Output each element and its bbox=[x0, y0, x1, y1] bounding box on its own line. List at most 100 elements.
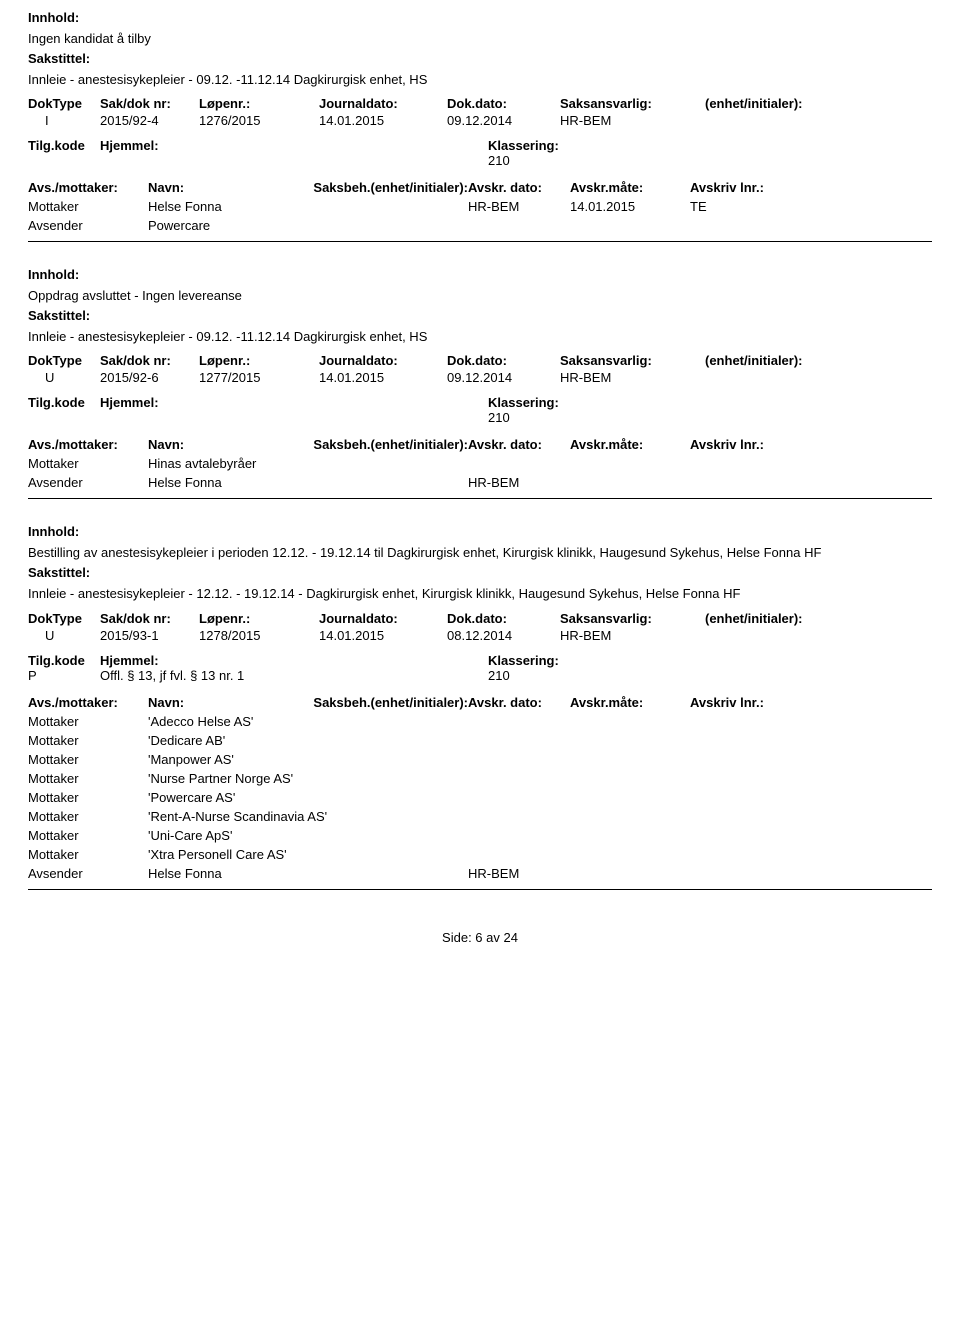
val-doktype: U bbox=[28, 628, 100, 643]
val-tilgkode bbox=[28, 410, 100, 425]
party-avskrmate bbox=[690, 752, 810, 767]
val-sakdok: 2015/92-4 bbox=[100, 113, 199, 128]
party-role: Avsender bbox=[28, 866, 148, 881]
party-name: Powercare bbox=[148, 218, 468, 233]
hdr-sakdok: Sak/dok nr: bbox=[100, 96, 199, 111]
party-avskrmate bbox=[690, 475, 810, 490]
hdr-saksbeh: Saksbeh.(enhet/initialer): bbox=[216, 695, 468, 710]
party-row: Mottaker 'Dedicare AB' bbox=[28, 733, 932, 748]
party-avskrdato bbox=[570, 790, 690, 805]
hjemmel-data: P Offl. § 13, jf fvl. § 13 nr. 1 210 bbox=[28, 668, 932, 683]
party-avskrmate bbox=[690, 866, 810, 881]
party-row: Mottaker 'Manpower AS' bbox=[28, 752, 932, 767]
val-journaldato: 14.01.2015 bbox=[319, 113, 447, 128]
val-tilgkode bbox=[28, 153, 100, 168]
party-saksbeh: HR-BEM bbox=[468, 199, 570, 214]
party-role: Avsender bbox=[28, 218, 148, 233]
hdr-avskrivlnr: Avskriv lnr.: bbox=[690, 695, 810, 710]
hdr-lopenr: Løpenr.: bbox=[199, 611, 319, 626]
page-indicator: Side: 6 av 24 bbox=[442, 930, 518, 945]
party-role: Mottaker bbox=[28, 847, 148, 862]
party-avskrmate bbox=[690, 847, 810, 862]
party-saksbeh bbox=[468, 771, 570, 786]
party-saksbeh bbox=[468, 809, 570, 824]
innhold-label: Innhold: bbox=[28, 9, 932, 27]
hdr-dokdato: Dok.dato: bbox=[447, 96, 560, 111]
page-footer: Side: 6 av 24 bbox=[28, 930, 932, 945]
party-avskrdato bbox=[570, 847, 690, 862]
party-avskrmate bbox=[690, 790, 810, 805]
party-row: Mottaker Hinas avtalebyråer bbox=[28, 456, 932, 471]
hdr-hjemmel: Hjemmel: bbox=[100, 138, 400, 153]
hdr-tilgkode: Tilg.kode bbox=[28, 138, 100, 153]
party-name: 'Xtra Personell Care AS' bbox=[148, 847, 468, 862]
party-avskrdato bbox=[570, 456, 690, 471]
innhold-text: Bestilling av anestesisykepleier i perio… bbox=[28, 544, 932, 562]
party-saksbeh: HR-BEM bbox=[468, 475, 570, 490]
val-klassering: 210 bbox=[488, 153, 688, 168]
hdr-navn: Navn: bbox=[148, 180, 216, 195]
party-saksbeh bbox=[468, 456, 570, 471]
val-hjemmel bbox=[100, 153, 488, 168]
party-name: 'Uni-Care ApS' bbox=[148, 828, 468, 843]
val-hjemmel: Offl. § 13, jf fvl. § 13 nr. 1 bbox=[100, 668, 488, 683]
hdr-dokdato: Dok.dato: bbox=[447, 353, 560, 368]
hdr-avskrdato: Avskr. dato: bbox=[468, 180, 570, 195]
party-name: Helse Fonna bbox=[148, 475, 468, 490]
hdr-avsmottaker: Avs./mottaker: bbox=[28, 437, 148, 452]
party-avskrdato bbox=[570, 714, 690, 729]
party-row: Avsender Helse Fonna HR-BEM bbox=[28, 866, 932, 881]
party-avskrdato bbox=[570, 809, 690, 824]
innhold-text: Oppdrag avsluttet - Ingen levereanse bbox=[28, 287, 932, 305]
hdr-lopenr: Løpenr.: bbox=[199, 96, 319, 111]
hdr-sakdok: Sak/dok nr: bbox=[100, 611, 199, 626]
party-role: Avsender bbox=[28, 475, 148, 490]
party-row: Avsender Powercare bbox=[28, 218, 932, 233]
journal-entry: Innhold: Bestilling av anestesisykepleier… bbox=[28, 523, 932, 889]
hdr-avsmottaker: Avs./mottaker: bbox=[28, 180, 148, 195]
sakstittel-label: Sakstittel: bbox=[28, 50, 932, 68]
val-lopenr: 1277/2015 bbox=[199, 370, 319, 385]
hdr-avskrmate: Avskr.måte: bbox=[570, 695, 690, 710]
hdr-saksbeh: Saksbeh.(enhet/initialer): bbox=[216, 437, 468, 452]
party-role: Mottaker bbox=[28, 714, 148, 729]
hdr-enhet: (enhet/initialer): bbox=[705, 96, 855, 111]
party-role: Mottaker bbox=[28, 771, 148, 786]
party-name: 'Adecco Helse AS' bbox=[148, 714, 468, 729]
val-klassering: 210 bbox=[488, 668, 688, 683]
party-name: Helse Fonna bbox=[148, 199, 468, 214]
val-journaldato: 14.01.2015 bbox=[319, 628, 447, 643]
val-hjemmel bbox=[100, 410, 488, 425]
party-row: Avsender Helse Fonna HR-BEM bbox=[28, 475, 932, 490]
hdr-saksansvarlig: Saksansvarlig: bbox=[560, 96, 705, 111]
hjemmel-data: 210 bbox=[28, 153, 932, 168]
party-name: 'Nurse Partner Norge AS' bbox=[148, 771, 468, 786]
party-role: Mottaker bbox=[28, 809, 148, 824]
journal-page: Innhold:Ingen kandidat å tilbySakstittel… bbox=[0, 0, 960, 965]
party-avskrdato bbox=[570, 771, 690, 786]
party-avskrdato bbox=[570, 866, 690, 881]
journal-entry: Innhold:Ingen kandidat å tilbySakstittel… bbox=[28, 9, 932, 242]
hjemmel-header: Tilg.kode Hjemmel: Klassering: bbox=[28, 138, 932, 153]
party-row: Mottaker 'Nurse Partner Norge AS' bbox=[28, 771, 932, 786]
val-doktype: I bbox=[28, 113, 100, 128]
column-headers: DokType Sak/dok nr: Løpenr.: Journaldato… bbox=[28, 611, 932, 626]
journal-entry: Innhold: Oppdrag avsluttet - Ingen levere… bbox=[28, 266, 932, 499]
hdr-enhet: (enhet/initialer): bbox=[705, 353, 855, 368]
val-dokdato: 09.12.2014 bbox=[447, 370, 560, 385]
val-tilgkode: P bbox=[28, 668, 100, 683]
val-saksansvarlig: HR-BEM bbox=[560, 370, 705, 385]
party-header: Avs./mottaker: Navn: Saksbeh.(enhet/init… bbox=[28, 437, 932, 452]
party-avskrmate bbox=[690, 218, 810, 233]
innhold-label: Innhold: bbox=[28, 266, 932, 284]
val-saksansvarlig: HR-BEM bbox=[560, 113, 705, 128]
party-row: Mottaker 'Rent-A-Nurse Scandinavia AS' bbox=[28, 809, 932, 824]
hjemmel-data: 210 bbox=[28, 410, 932, 425]
entries-container: Innhold:Ingen kandidat å tilbySakstittel… bbox=[28, 9, 932, 890]
party-avskrdato bbox=[570, 752, 690, 767]
party-saksbeh bbox=[468, 790, 570, 805]
val-sakdok: 2015/93-1 bbox=[100, 628, 199, 643]
val-sakdok: 2015/92-6 bbox=[100, 370, 199, 385]
innhold-label: Innhold: bbox=[28, 523, 932, 541]
hdr-tilgkode: Tilg.kode bbox=[28, 653, 100, 668]
